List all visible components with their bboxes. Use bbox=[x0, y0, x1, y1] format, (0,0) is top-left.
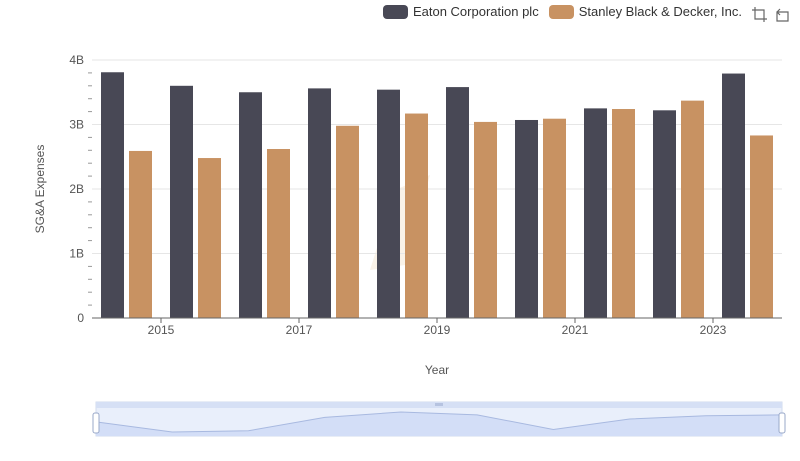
zoom-handle-left[interactable] bbox=[92, 412, 100, 434]
bar-eaton-2020[interactable] bbox=[515, 119, 538, 318]
zoom-grip[interactable] bbox=[435, 403, 443, 406]
bar-stanley-2017[interactable] bbox=[336, 125, 359, 318]
restore-icon[interactable] bbox=[775, 7, 790, 22]
bar-eaton-2018[interactable] bbox=[377, 89, 400, 318]
bar-eaton-2022[interactable] bbox=[653, 110, 676, 318]
x-tick-label: 2023 bbox=[700, 323, 727, 337]
legend-item-stanley[interactable]: Stanley Black & Decker, Inc. bbox=[548, 4, 742, 19]
legend: Eaton Corporation plc Stanley Black & De… bbox=[382, 4, 742, 19]
bar-eaton-2017[interactable] bbox=[308, 88, 331, 318]
legend-label-stanley: Stanley Black & Decker, Inc. bbox=[578, 4, 742, 19]
legend-item-eaton[interactable]: Eaton Corporation plc bbox=[382, 4, 539, 19]
bar-stanley-2023[interactable] bbox=[750, 135, 773, 318]
zoom-icon[interactable] bbox=[752, 7, 767, 22]
bar-series bbox=[101, 72, 773, 319]
bar-eaton-2021[interactable] bbox=[584, 108, 607, 318]
bar-stanley-2020[interactable] bbox=[543, 118, 566, 318]
bar-stanley-2021[interactable] bbox=[612, 109, 635, 319]
bar-eaton-2015[interactable] bbox=[170, 85, 193, 318]
y-tick-label: 1B bbox=[69, 247, 84, 261]
bar-eaton-2016[interactable] bbox=[239, 92, 262, 318]
y-tick-label: 0 bbox=[77, 311, 84, 325]
y-tick-label: 2B bbox=[69, 182, 84, 196]
bar-stanley-2019[interactable] bbox=[474, 121, 497, 318]
y-tick-label: 4B bbox=[69, 53, 84, 67]
y-axis-label: SG&A Expenses bbox=[33, 145, 47, 234]
legend-swatch-stanley bbox=[548, 4, 574, 19]
zoom-area bbox=[96, 412, 782, 436]
x-tick-label: 2015 bbox=[148, 323, 175, 337]
bar-eaton-2023[interactable] bbox=[722, 73, 745, 318]
bar-stanley-2016[interactable] bbox=[267, 149, 290, 318]
bar-eaton-2019[interactable] bbox=[446, 87, 469, 318]
x-axis-label: Year bbox=[425, 363, 449, 377]
bar-eaton-2014[interactable] bbox=[101, 72, 124, 318]
x-tick-label: 2017 bbox=[286, 323, 313, 337]
y-tick-label: 3B bbox=[69, 118, 84, 132]
x-tick-label: 2021 bbox=[562, 323, 589, 337]
zoom-line bbox=[95, 411, 783, 433]
bar-stanley-2018[interactable] bbox=[405, 113, 428, 318]
data-zoom-slider[interactable] bbox=[92, 401, 786, 437]
y-axis-tick-labels: 0 1B 2B 3B 4B bbox=[69, 53, 84, 325]
y-minor-ticks bbox=[88, 72, 92, 306]
bar-stanley-2014[interactable] bbox=[129, 150, 152, 318]
x-axis-tick-labels: 2015 2017 2019 2021 2023 bbox=[148, 318, 727, 337]
zoom-handle-right[interactable] bbox=[778, 412, 786, 434]
toolbox bbox=[752, 7, 790, 22]
x-tick-label: 2019 bbox=[424, 323, 451, 337]
bar-stanley-2022[interactable] bbox=[681, 100, 704, 318]
legend-label-eaton: Eaton Corporation plc bbox=[412, 4, 539, 19]
grid-lines bbox=[92, 59, 782, 254]
bar-stanley-2015[interactable] bbox=[198, 158, 221, 318]
legend-swatch-eaton bbox=[382, 4, 408, 19]
